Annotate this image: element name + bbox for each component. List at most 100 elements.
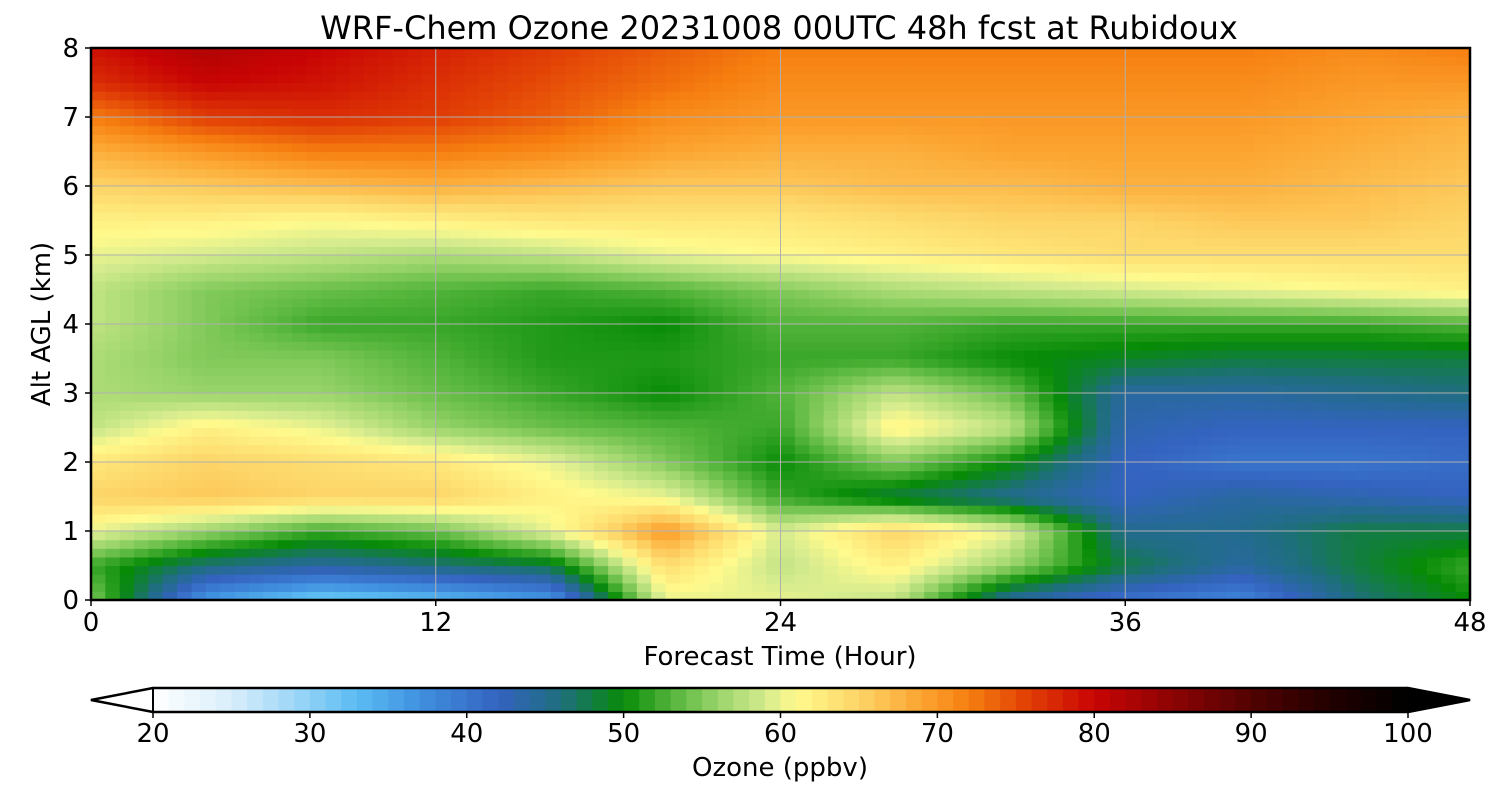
heatmap-cell (363, 358, 379, 368)
heatmap-cell (1197, 427, 1213, 437)
heatmap-cell (478, 418, 494, 429)
heatmap-cell (205, 470, 221, 480)
heatmap-cell (694, 194, 710, 204)
heatmap-cell (320, 272, 336, 282)
heatmap-cell (119, 505, 135, 515)
heatmap-cell (952, 177, 968, 187)
heatmap-cell (306, 513, 322, 523)
heatmap-cell (91, 186, 106, 196)
heatmap-cell (493, 280, 509, 291)
heatmap-cell (306, 539, 322, 549)
heatmap-cell (1211, 220, 1227, 230)
heatmap-cell (1153, 358, 1169, 368)
heatmap-cell (952, 418, 968, 429)
heatmap-cell (565, 591, 580, 601)
heatmap-cell (1355, 556, 1371, 567)
heatmap-cell (1182, 410, 1198, 420)
heatmap-cell (1182, 358, 1198, 368)
heatmap-cell (1311, 574, 1327, 584)
heatmap-cell (924, 272, 940, 282)
heatmap-cell (579, 186, 595, 196)
heatmap-cell (1426, 315, 1442, 325)
heatmap-cell (967, 211, 983, 222)
heatmap-cell (1326, 255, 1342, 265)
heatmap-cell (1024, 263, 1040, 273)
heatmap-cell (1053, 349, 1069, 360)
heatmap-cell (1412, 418, 1428, 429)
heatmap-cell (507, 505, 523, 515)
heatmap-cell (881, 531, 897, 541)
heatmap-cell (148, 401, 164, 411)
heatmap-cell (766, 496, 782, 506)
heatmap-cell (507, 237, 523, 247)
heatmap-cell (1355, 418, 1371, 429)
heatmap-cell (694, 582, 710, 592)
heatmap-cell (751, 272, 767, 282)
heatmap-cell (723, 393, 738, 403)
heatmap-cell (1110, 349, 1126, 360)
heatmap-cell (493, 505, 509, 515)
heatmap-cell (1096, 531, 1112, 541)
heatmap-cell (837, 531, 853, 541)
heatmap-cell (119, 358, 135, 368)
heatmap-cell (1383, 177, 1399, 187)
heatmap-cell (1024, 522, 1040, 532)
heatmap-cell (1355, 427, 1371, 437)
heatmap-cell (593, 591, 609, 601)
heatmap-cell (952, 565, 968, 575)
heatmap-cell (723, 479, 738, 489)
heatmap-cell (866, 453, 882, 463)
heatmap-cell (191, 358, 207, 368)
heatmap-cell (1096, 315, 1112, 325)
heatmap-cell (1153, 470, 1169, 480)
heatmap-cell (1053, 263, 1069, 273)
heatmap-cell (981, 306, 997, 316)
heatmap-cell (866, 470, 882, 480)
heatmap-cell (263, 315, 279, 325)
heatmap-cell (1153, 591, 1169, 601)
heatmap-cell (622, 556, 638, 567)
heatmap-cell (852, 151, 868, 161)
heatmap-cell (837, 289, 853, 299)
heatmap-cell (636, 324, 652, 334)
heatmap-cell (478, 496, 494, 506)
heatmap-cell (1125, 203, 1141, 213)
heatmap-cell (881, 479, 897, 489)
heatmap-cell (407, 263, 422, 273)
heatmap-cell (507, 393, 523, 403)
heatmap-cell (119, 436, 135, 446)
heatmap-cell (205, 375, 221, 385)
heatmap-cell (794, 496, 810, 506)
heatmap-cell (995, 410, 1011, 420)
heatmap-cell (162, 177, 178, 187)
heatmap-cell (1096, 203, 1112, 213)
heatmap-cell (593, 272, 609, 282)
heatmap-cell (1369, 531, 1385, 541)
heatmap-cell (924, 289, 940, 299)
heatmap-cell (1326, 289, 1342, 299)
heatmap-cell (435, 565, 451, 575)
heatmap-cell (1024, 401, 1040, 411)
heatmap-cell (1082, 168, 1098, 178)
heatmap-cell (306, 367, 322, 377)
heatmap-cell (967, 358, 983, 368)
heatmap-cell (995, 272, 1011, 282)
heatmap-cell (148, 531, 164, 541)
heatmap-cell (119, 582, 135, 592)
heatmap-cell (981, 479, 997, 489)
heatmap-cell (1326, 582, 1342, 592)
heatmap-cell (521, 263, 537, 273)
heatmap-cell (234, 332, 250, 342)
heatmap-cell (1383, 418, 1399, 429)
heatmap-cell (823, 349, 839, 360)
heatmap-cell (1326, 177, 1342, 187)
heatmap-cell (837, 496, 853, 506)
heatmap-cell (335, 255, 351, 265)
heatmap-cell (565, 246, 580, 256)
heatmap-cell (1082, 211, 1098, 222)
heatmap-cell (1311, 263, 1327, 273)
heatmap-cell (191, 160, 207, 170)
heatmap-cell (378, 203, 394, 213)
heatmap-cell (306, 444, 322, 454)
